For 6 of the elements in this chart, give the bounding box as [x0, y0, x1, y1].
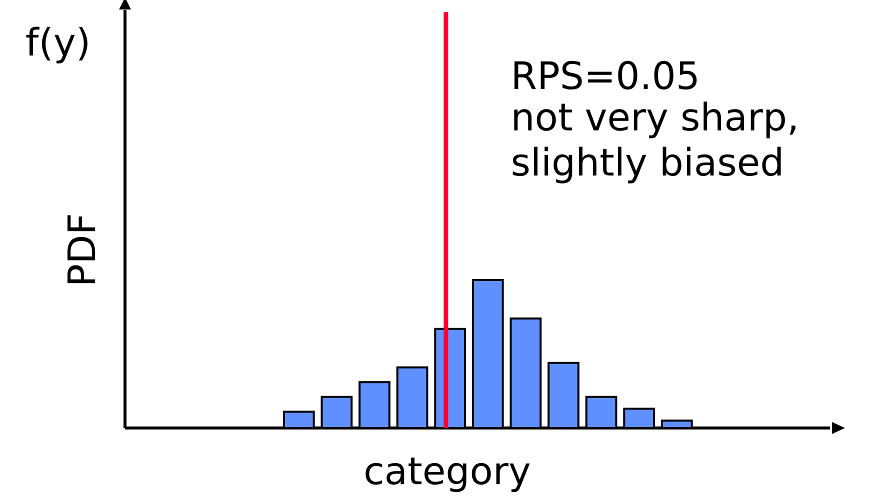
x-axis-title: category — [366, 458, 530, 492]
text: not very sharp, — [514, 102, 796, 138]
text: slightly biased — [512, 146, 781, 184]
text: RPS=0.05 — [514, 60, 697, 90]
y-axis-title: PDF — [67, 215, 96, 284]
text: f(y) — [26, 26, 88, 64]
